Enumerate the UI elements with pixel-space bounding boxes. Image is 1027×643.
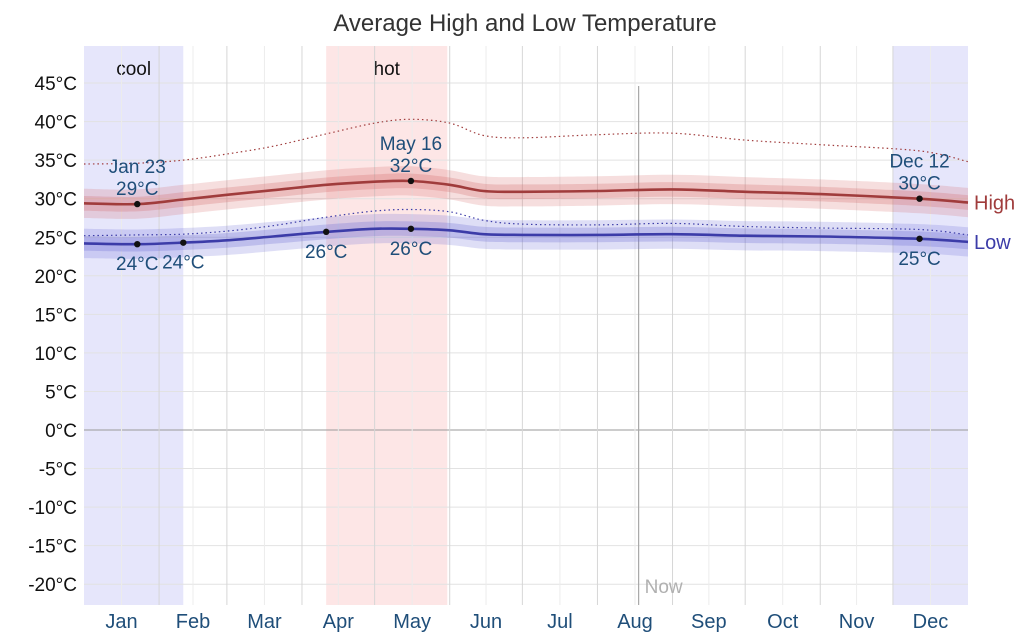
y-tick-label: -20°C — [28, 575, 77, 596]
x-tick-label-mar: Mar — [247, 611, 282, 633]
x-tick-label-jul: Jul — [547, 611, 573, 633]
now-label: Now — [645, 577, 683, 598]
annotation-date: Jan 23 — [109, 157, 166, 178]
y-tick-label: 10°C — [35, 344, 77, 365]
season-band-hot — [326, 46, 448, 605]
y-tick-label: 15°C — [35, 305, 77, 326]
x-tick-label-nov: Nov — [839, 611, 875, 633]
annotation-value: 24°C — [116, 254, 158, 275]
x-tick-label-oct: Oct — [767, 611, 799, 633]
y-tick-label: 20°C — [35, 267, 77, 288]
annotation-date: May 16 — [380, 134, 442, 155]
season-label-hot: hot — [374, 59, 401, 80]
y-tick-label: -10°C — [28, 498, 77, 519]
x-tick-label-jun: Jun — [470, 611, 502, 633]
y-tick-label: -15°C — [28, 537, 77, 558]
y-tick-label: 45°C — [35, 74, 77, 95]
low-series-label: Low — [974, 232, 1011, 254]
annotation-point — [916, 235, 923, 242]
y-tick-label: 30°C — [35, 190, 77, 211]
low-percentile-band-inner — [84, 221, 968, 252]
x-tick-label-aug: Aug — [617, 611, 653, 633]
annotation-point — [322, 228, 330, 236]
annotation-value: 24°C — [162, 253, 204, 274]
annotation-point — [134, 200, 141, 208]
x-tick-label-jan: Jan — [105, 611, 137, 633]
y-tick-label: 35°C — [35, 151, 77, 172]
high-series-line — [83, 179, 969, 206]
y-tick-label: 25°C — [35, 228, 77, 249]
x-tick-label-sep: Sep — [691, 611, 727, 633]
season-label-cool: cool — [116, 59, 151, 80]
chart-title: Average High and Low Temperature — [333, 10, 716, 37]
y-tick-label: 40°C — [35, 113, 77, 134]
annotation-value: 32°C — [390, 156, 432, 177]
annotation-value: 26°C — [390, 239, 432, 260]
x-tick-label-feb: Feb — [176, 611, 210, 633]
annotation-point — [407, 225, 415, 232]
x-tick-label-dec: Dec — [913, 611, 949, 633]
high-series-label: High — [974, 193, 1015, 215]
y-tick-label: 0°C — [45, 421, 77, 442]
low-upper-percentile-line — [83, 208, 969, 237]
annotation-point — [134, 240, 141, 248]
low-series-line — [83, 227, 969, 246]
season-band-cool — [84, 46, 184, 605]
annotation-point — [916, 195, 923, 202]
annotation-value: 26°C — [305, 242, 347, 263]
y-tick-label: 5°C — [45, 382, 77, 403]
annotation-value: 25°C — [898, 249, 940, 270]
annotation-date: Dec 12 — [889, 152, 949, 173]
x-tick-label-may: May — [393, 611, 431, 633]
x-tick-label-apr: Apr — [323, 611, 354, 633]
annotation-value: 30°C — [898, 174, 940, 195]
annotation-point — [180, 239, 187, 246]
annotation-value: 29°C — [116, 179, 158, 200]
high-upper-percentile-line — [83, 118, 969, 165]
annotation-point — [407, 177, 415, 185]
low-percentile-band-outer — [84, 213, 968, 259]
y-tick-label: -5°C — [39, 460, 77, 481]
